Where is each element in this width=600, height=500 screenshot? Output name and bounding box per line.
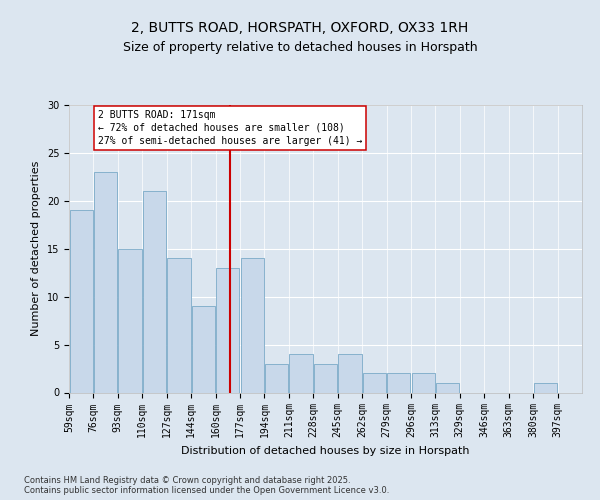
Bar (289, 354, 313, 393)
Bar (314, 364, 337, 392)
Bar (192, 306, 215, 392)
X-axis label: Distribution of detached houses by size in Horspath: Distribution of detached houses by size … (181, 446, 470, 456)
Bar (118, 249, 142, 392)
Bar (412, 374, 435, 392)
Bar (363, 374, 386, 392)
Bar (143, 191, 166, 392)
Text: 2 BUTTS ROAD: 171sqm
← 72% of detached houses are smaller (108)
27% of semi-deta: 2 BUTTS ROAD: 171sqm ← 72% of detached h… (98, 110, 362, 146)
Bar (534, 383, 557, 392)
Bar (338, 354, 362, 393)
Text: 2, BUTTS ROAD, HORSPATH, OXFORD, OX33 1RH: 2, BUTTS ROAD, HORSPATH, OXFORD, OX33 1R… (131, 20, 469, 34)
Bar (436, 383, 459, 392)
Text: Contains HM Land Registry data © Crown copyright and database right 2025.
Contai: Contains HM Land Registry data © Crown c… (24, 476, 389, 495)
Bar (387, 374, 410, 392)
Text: Size of property relative to detached houses in Horspath: Size of property relative to detached ho… (122, 41, 478, 54)
Bar (70, 210, 93, 392)
Bar (241, 258, 264, 392)
Bar (216, 268, 239, 392)
Bar (167, 258, 191, 392)
Y-axis label: Number of detached properties: Number of detached properties (31, 161, 41, 336)
Bar (94, 172, 117, 392)
Bar (265, 364, 288, 392)
